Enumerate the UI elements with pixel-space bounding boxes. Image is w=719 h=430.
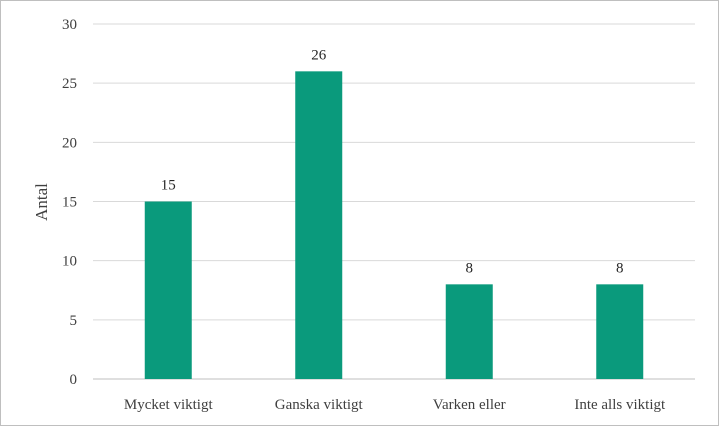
data-labels: 15 26 8 8	[161, 47, 624, 276]
y-tick-label: 15	[62, 195, 77, 211]
gridlines	[93, 23, 695, 380]
bar	[445, 284, 493, 379]
x-tick-label: Mycket viktigt	[124, 397, 214, 413]
data-label: 8	[466, 260, 474, 276]
bar	[144, 201, 192, 379]
y-tick-label: 20	[62, 135, 77, 151]
x-axis-ticks: Mycket viktigt Ganska viktigt Varken eller…	[124, 397, 666, 413]
y-axis-ticks: 0 5 10 15 20 25 30	[62, 17, 77, 388]
y-tick-label: 5	[70, 313, 78, 329]
x-tick-label: Varken eller	[433, 397, 506, 413]
bars	[144, 71, 644, 379]
y-axis-title: Antal	[32, 183, 51, 221]
data-label: 8	[616, 260, 624, 276]
y-tick-label: 0	[70, 372, 78, 388]
y-tick-label: 30	[62, 17, 77, 33]
bar	[596, 284, 644, 379]
bar	[295, 71, 343, 379]
y-tick-label: 10	[62, 254, 77, 270]
y-tick-label: 25	[62, 76, 77, 92]
data-label: 15	[161, 178, 176, 194]
x-tick-label: Ganska viktigt	[275, 397, 364, 413]
data-label: 26	[311, 47, 327, 63]
x-tick-label: Inte alls viktigt	[574, 397, 666, 413]
